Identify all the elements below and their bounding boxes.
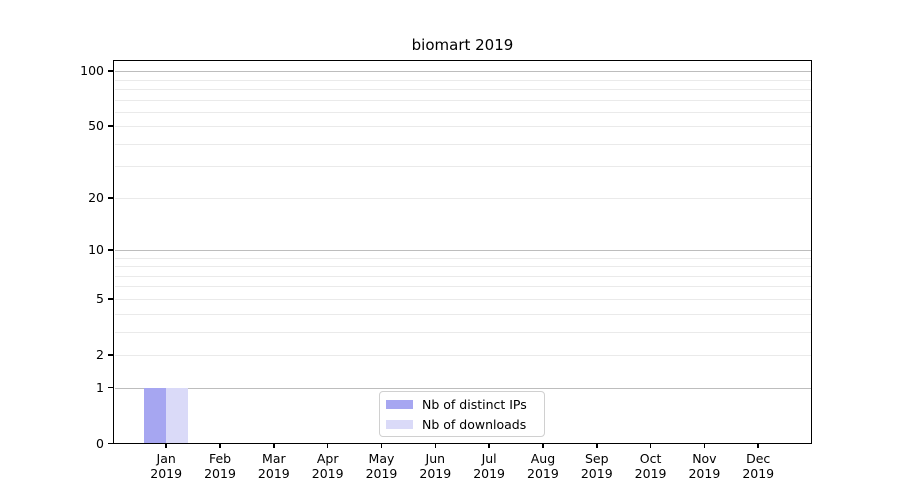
chart-title: biomart 2019: [411, 36, 514, 54]
minor-gridline: [115, 257, 811, 259]
x-axis-tick-label: Oct 2019: [634, 451, 667, 481]
x-axis-tick-label: Mar 2019: [257, 451, 290, 481]
y-axis-tick-label: 2: [96, 346, 104, 362]
legend-item-downloads: Nb of downloads: [386, 417, 536, 432]
minor-gridline: [115, 126, 811, 128]
x-axis-tick: [273, 443, 275, 448]
y-axis-tick: [108, 249, 113, 251]
minor-gridline: [115, 298, 811, 300]
y-axis-tick: [108, 354, 113, 356]
minor-gridline: [115, 111, 811, 113]
minor-gridline: [115, 275, 811, 277]
x-axis-tick-label: Jul 2019: [473, 451, 506, 481]
major-gridline: [115, 250, 811, 251]
y-axis-tick: [108, 442, 113, 445]
x-axis-tick-label: Jun 2019: [419, 451, 452, 481]
x-axis-tick-label: Dec 2019: [742, 451, 775, 481]
y-axis-tick-label: 50: [88, 118, 104, 134]
x-axis-tick: [703, 443, 706, 448]
y-axis-tick-label: 10: [88, 242, 104, 257]
bar-distinct-ips-jan: [144, 387, 167, 443]
x-axis-tick: [595, 443, 598, 448]
x-axis-tick-label: Feb 2019: [204, 451, 236, 481]
legend-label-downloads: Nb of downloads: [422, 416, 527, 432]
x-axis-tick-label: May 2019: [365, 451, 398, 481]
x-axis-tick-label: Nov 2019: [688, 451, 721, 481]
legend: Nb of distinct IPs Nb of downloads: [379, 391, 545, 437]
minor-gridline: [115, 88, 811, 90]
minor-gridline: [115, 331, 811, 333]
plot-area-border: [113, 60, 812, 444]
x-axis-tick: [488, 443, 490, 448]
major-gridline: [115, 387, 811, 389]
minor-gridline: [115, 79, 811, 81]
minor-gridline: [115, 143, 811, 145]
x-axis-tick: [757, 443, 759, 448]
minor-gridline: [115, 266, 811, 268]
minor-gridline: [115, 354, 811, 356]
major-gridline: [115, 71, 811, 73]
y-axis-tick: [108, 70, 113, 72]
y-axis-tick-label: 5: [96, 290, 104, 306]
y-axis-tick: [108, 125, 113, 128]
x-axis-tick-label: Jan 2019: [150, 451, 183, 481]
x-axis-tick-label: Aug 2019: [527, 451, 559, 481]
minor-gridline: [115, 99, 811, 101]
x-axis-tick: [434, 443, 437, 448]
x-axis-tick: [326, 443, 329, 448]
y-axis-tick: [108, 386, 113, 389]
minor-gridline: [115, 286, 811, 288]
minor-gridline: [115, 197, 811, 199]
x-axis-tick-label: Sep 2019: [580, 451, 613, 481]
bar-downloads-jan: [166, 387, 189, 443]
x-axis-tick: [219, 443, 221, 448]
x-axis-tick-label: Apr 2019: [311, 451, 344, 481]
y-axis-tick-label: 20: [88, 189, 104, 205]
minor-gridline: [115, 313, 811, 315]
y-axis-tick-label: 100: [80, 63, 104, 79]
legend-swatch-distinct-ips: [386, 399, 413, 409]
y-axis-tick-label: 1: [96, 379, 104, 395]
y-axis-tick: [108, 197, 113, 199]
x-axis-tick: [380, 443, 383, 448]
x-axis-tick: [165, 443, 167, 448]
legend-label-distinct-ips: Nb of distinct IPs: [422, 396, 527, 412]
x-axis-tick: [649, 443, 652, 448]
x-axis-tick: [542, 443, 544, 448]
minor-gridline: [115, 166, 811, 168]
y-axis-tick: [108, 298, 113, 300]
y-axis-tick-label: 0: [96, 435, 104, 451]
legend-swatch-downloads: [386, 419, 413, 429]
legend-item-distinct-ips: Nb of distinct IPs: [386, 397, 536, 412]
